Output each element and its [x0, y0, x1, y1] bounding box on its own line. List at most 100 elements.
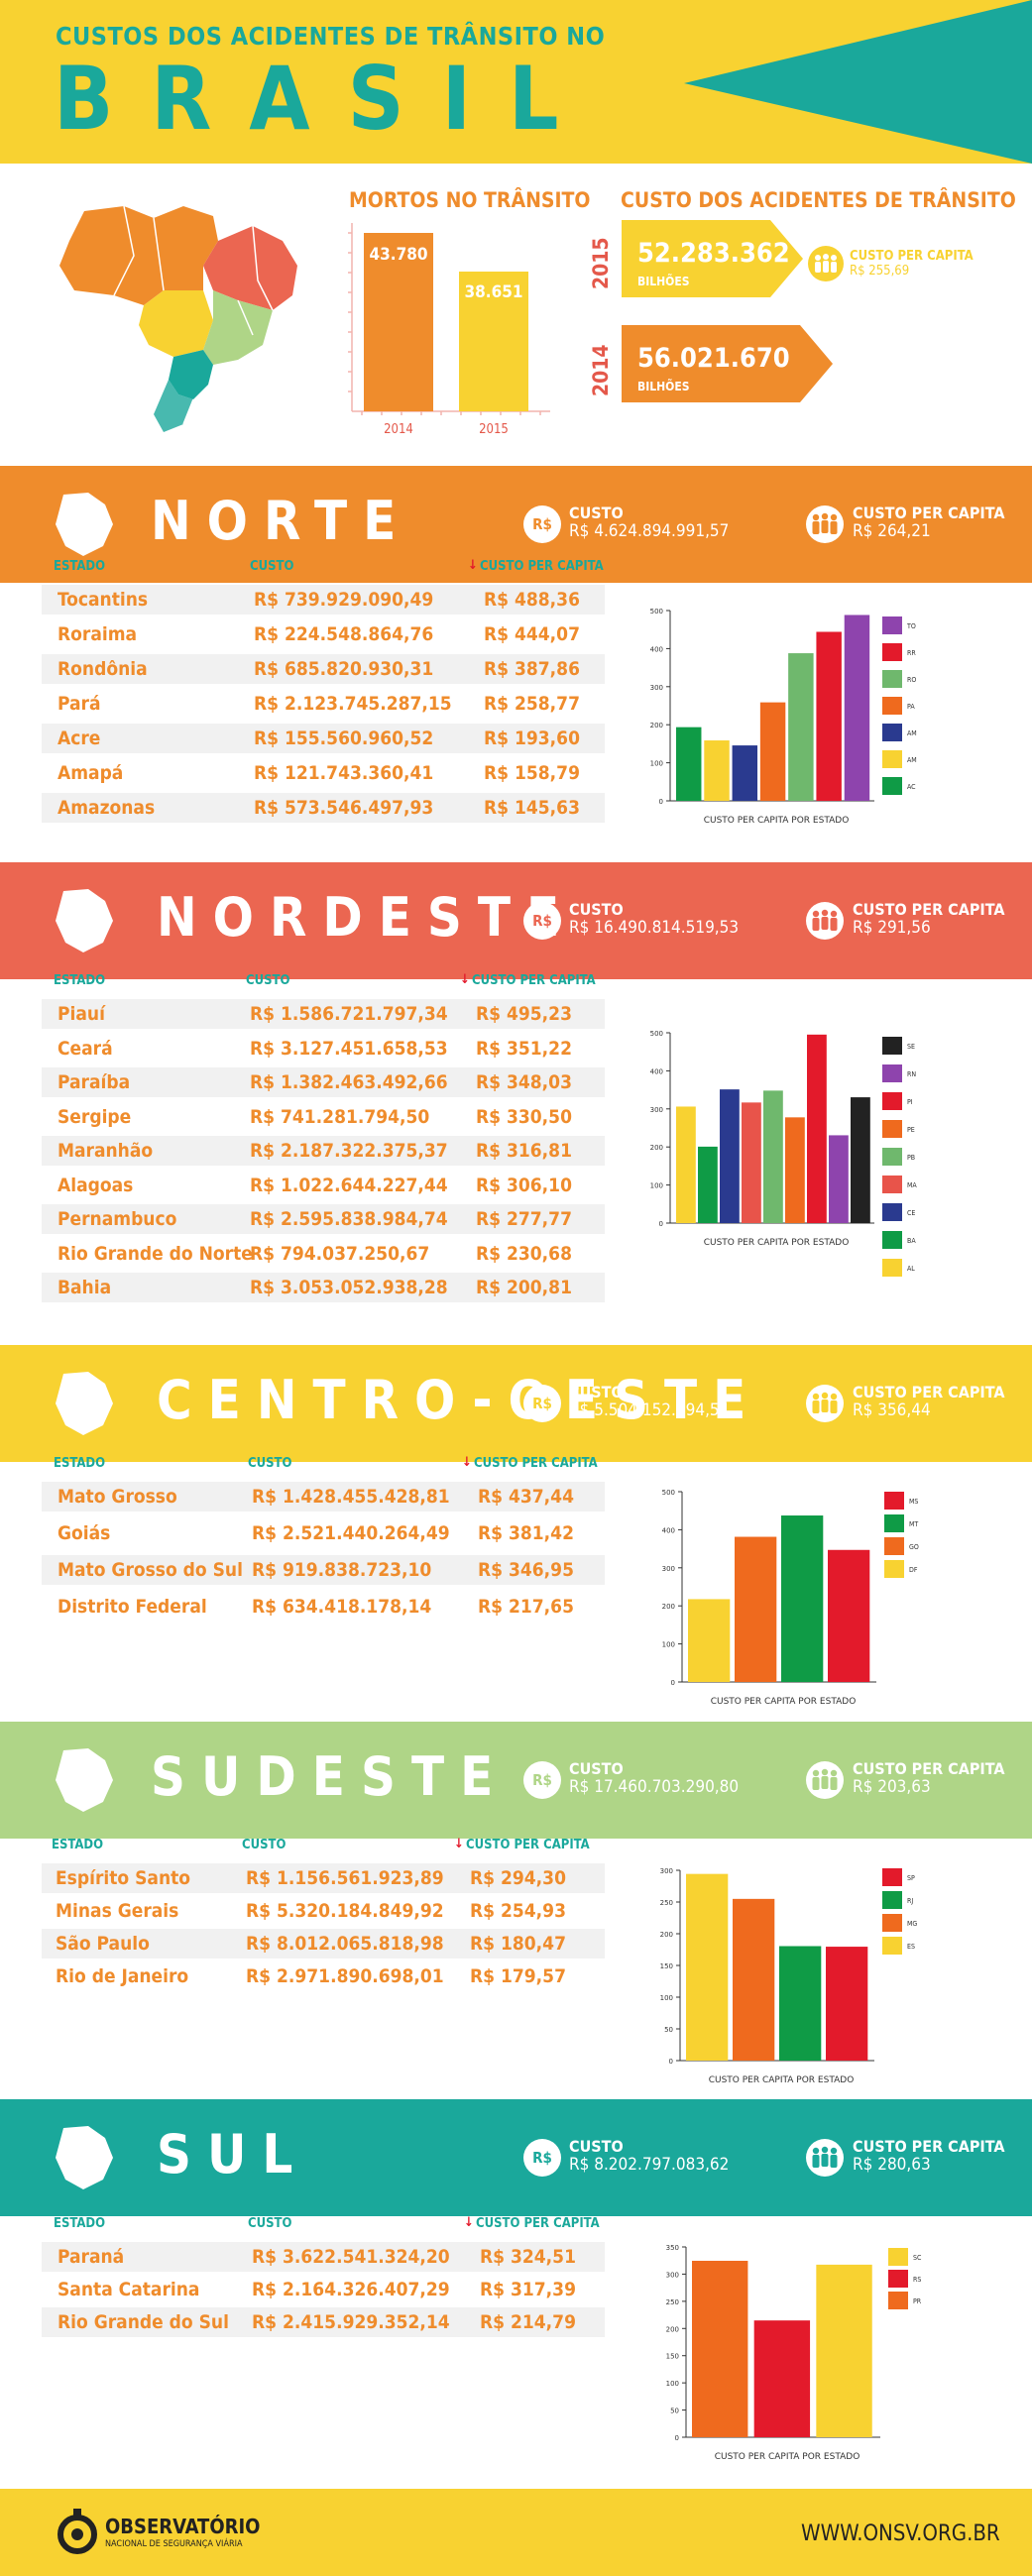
state-per-capita: R$ 437,44 [478, 1486, 574, 1508]
legend-swatch [882, 1914, 902, 1932]
bar-chart-sudeste: 0 50 100 150 200 250 300 CUSTO PER CAPITA POR E… [660, 1867, 874, 2084]
region-custo-value: R$ 17.460.703.290,80 [569, 1777, 740, 1797]
table-row: Alagoas R$ 1.022.644.227,44 R$ 306,10 [42, 1171, 605, 1200]
table-row: Sergipe R$ 741.281.794,50 R$ 330,50 [42, 1102, 605, 1132]
region-per-capita-value: R$ 356,44 [853, 1400, 931, 1420]
legend-label: MA [907, 1181, 917, 1189]
state-custo: R$ 224.548.864,76 [254, 623, 434, 645]
region-name: SUL [157, 2123, 309, 2185]
sort-down-icon: ↓ [468, 558, 478, 573]
state-name: Tocantins [57, 589, 149, 611]
y-tick-label: 100 [650, 1182, 663, 1190]
region-map-icon [56, 1372, 113, 1435]
bar-sp [826, 1947, 868, 2061]
state-name: Roraima [57, 623, 138, 645]
bar-al [676, 1106, 696, 1223]
y-tick-label: 200 [660, 1931, 673, 1939]
y-tick-label: 50 [664, 2026, 673, 2034]
region-custo-value: R$ 5.504.152.594,54 [569, 1400, 730, 1420]
table-header-estado: ESTADO [54, 1456, 106, 1471]
table-row: Paraná R$ 3.622.541.324,20 R$ 324,51 [42, 2242, 605, 2272]
legend-swatch [884, 1537, 904, 1555]
state-per-capita: R$ 381,42 [478, 1522, 574, 1544]
y-tick-label: 500 [650, 608, 663, 616]
state-custo: R$ 2.521.440.264,49 [252, 1522, 450, 1544]
state-per-capita: R$ 316,81 [476, 1140, 572, 1162]
state-name: Paraná [57, 2246, 125, 2268]
legend-swatch [884, 1560, 904, 1578]
state-custo: R$ 2.971.890.698,01 [246, 1965, 444, 1987]
people-icon [806, 2139, 844, 2177]
state-per-capita: R$ 317,39 [480, 2279, 576, 2300]
state-custo: R$ 3.053.052.938,28 [250, 1277, 448, 1298]
state-name: Ceará [57, 1037, 113, 1060]
people-icon [808, 246, 844, 281]
state-name: Rio Grande do Norte [57, 1242, 253, 1265]
legend-swatch [888, 2292, 908, 2309]
y-tick-label: 300 [666, 2271, 679, 2279]
currency-icon: R$ [523, 2139, 561, 2177]
header-triangle [684, 0, 1032, 164]
region-name: NORDESTE [157, 886, 576, 949]
bar-chart-centro-oeste: 0 100 200 300 400 500 CUSTO PER CAPITA POR EST… [662, 1489, 876, 1706]
x-axis-caption: CUSTO PER CAPITA POR ESTADO [709, 2075, 855, 2084]
bar-rj [779, 1946, 822, 2061]
region-map-icon [56, 2126, 113, 2189]
x-axis-caption: CUSTO PER CAPITA POR ESTADO [704, 816, 850, 825]
region-custo-value: R$ 4.624.894.991,57 [569, 521, 730, 541]
currency-icon: R$ [523, 505, 561, 543]
y-tick-label: 150 [660, 1962, 673, 1970]
bar-ba [698, 1146, 718, 1223]
region-per-capita-value: R$ 264,21 [853, 521, 931, 541]
state-name: Piauí [57, 1003, 105, 1025]
y-tick-label: 400 [650, 645, 663, 653]
state-custo: R$ 2.595.838.984,74 [250, 1208, 448, 1230]
legend-label: RS [913, 2276, 922, 2284]
table-header-estado: ESTADO [52, 1838, 104, 1852]
people-icon [806, 505, 844, 543]
sort-down-icon: ↓ [454, 1837, 464, 1851]
y-tick-label: 250 [660, 1899, 673, 1907]
state-per-capita: R$ 277,77 [476, 1208, 572, 1230]
per-capita-label: CUSTO PER CAPITA [850, 249, 974, 264]
region-band-0: NORTE R$ CUSTO R$ 4.624.894.991,57 CUSTO PER… [0, 466, 1032, 583]
legend-swatch [888, 2270, 908, 2288]
state-custo: R$ 1.382.463.492,66 [250, 1071, 448, 1093]
state-custo: R$ 155.560.960,52 [254, 728, 434, 749]
state-per-capita: R$ 495,23 [476, 1003, 572, 1025]
state-name: Pernambuco [57, 1208, 177, 1230]
sort-down-icon: ↓ [462, 1455, 472, 1470]
region-custo-label: CUSTO [569, 504, 624, 522]
table-header-per_capita: CUSTO PER CAPITA [472, 973, 596, 988]
people-icon [806, 902, 844, 940]
bar-am [704, 740, 730, 801]
legend-swatch [884, 1514, 904, 1532]
state-custo: R$ 741.281.794,50 [250, 1105, 430, 1128]
table-row: São Paulo R$ 8.012.065.818,98 R$ 180,47 [42, 1929, 605, 1959]
region-per-capita-value: R$ 203,63 [853, 1777, 931, 1797]
state-per-capita: R$ 444,07 [484, 623, 580, 645]
state-custo: R$ 1.586.721.797,34 [250, 1003, 448, 1025]
bar-rr [816, 631, 842, 801]
table-row: Tocantins R$ 739.929.090,49 R$ 488,36 [42, 585, 605, 615]
state-name: Maranhão [57, 1140, 154, 1162]
state-name: Alagoas [57, 1174, 134, 1196]
footer-url-link[interactable]: WWW.ONSV.ORG.BR [801, 2521, 1000, 2546]
footer: OBSERVATÓRIO NACIONAL DE SEGURANÇA VIÁRI… [0, 2489, 1032, 2576]
legend-swatch [882, 1868, 902, 1886]
state-per-capita: R$ 294,30 [470, 1867, 566, 1889]
region-per-capita-label: CUSTO PER CAPITA [853, 1383, 1005, 1401]
sort-down-icon: ↓ [464, 2215, 474, 2230]
state-custo: R$ 1.428.455.428,81 [252, 1486, 450, 1508]
state-name: Rio de Janeiro [56, 1965, 189, 1987]
table-row: Piauí R$ 1.586.721.797,34 R$ 495,23 [42, 999, 605, 1029]
region-custo-label: CUSTO [569, 2137, 624, 2156]
legend-label: MG [907, 1920, 918, 1928]
y-tick-label: 300 [650, 684, 663, 692]
bar-pb [763, 1090, 783, 1223]
state-name: Minas Gerais [56, 1900, 179, 1922]
brazil-map [59, 205, 297, 432]
region-band-1: NORDESTE R$ CUSTO R$ 16.490.814.519,53 CUSTO… [0, 862, 1032, 979]
legend-label: ES [907, 1943, 915, 1951]
state-per-capita: R$ 351,22 [476, 1037, 572, 1060]
